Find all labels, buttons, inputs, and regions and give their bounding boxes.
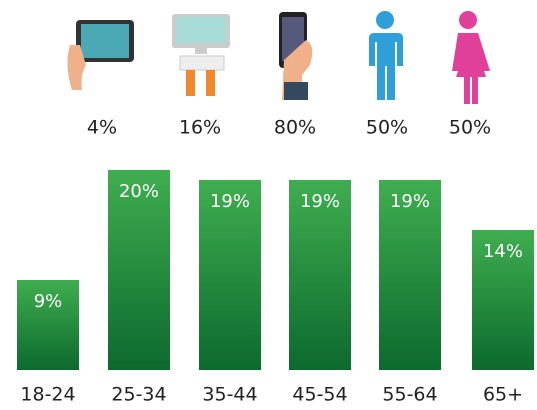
bar-value-label: 19% <box>300 191 340 212</box>
bar-value-label: 9% <box>34 291 63 312</box>
category-label: 35-44 <box>202 384 257 406</box>
icon-stat-label: 16% <box>179 117 221 139</box>
icon-stat-label: 4% <box>87 117 117 139</box>
female-icon <box>452 11 490 104</box>
bar-value-label: 20% <box>119 181 159 202</box>
bar-value-label: 19% <box>390 191 430 212</box>
tablet-icon <box>67 20 134 90</box>
category-label: 55-64 <box>382 384 437 406</box>
bar <box>289 180 351 370</box>
bar <box>379 180 441 370</box>
category-label: 25-34 <box>111 384 166 406</box>
icon-stat-label: 50% <box>449 117 491 139</box>
bar-value-label: 14% <box>483 241 523 262</box>
bar <box>108 170 170 370</box>
category-label: 65+ <box>483 384 523 406</box>
desktop-icon <box>172 14 230 96</box>
phone-icon <box>279 12 313 100</box>
bar-value-label: 19% <box>210 191 250 212</box>
category-label: 18-24 <box>20 384 75 406</box>
bar <box>199 180 261 370</box>
icon-stat-label: 80% <box>274 117 316 139</box>
male-icon <box>369 11 403 100</box>
bar <box>17 280 79 370</box>
category-label: 45-54 <box>292 384 347 406</box>
bar <box>472 230 534 370</box>
icon-stat-label: 50% <box>366 117 408 139</box>
